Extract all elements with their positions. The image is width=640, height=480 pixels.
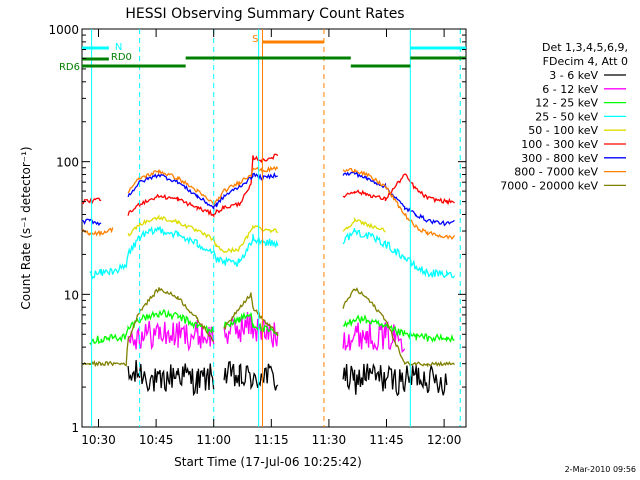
x-tick-label-6: 11:45 — [369, 433, 404, 447]
x-axis-label: Start Time (17-Jul-06 10:25:42) — [174, 455, 362, 469]
legend: Det 1,3,4,5,6,9, FDecim 4, Att 0 3 - 6 k… — [500, 41, 628, 192]
legend-header-1: Det 1,3,4,5,6,9, — [542, 41, 628, 54]
chart-title: HESSI Observing Summary Count Rates — [125, 6, 404, 22]
series-line-3 — [89, 309, 455, 346]
series-line-2 — [127, 311, 406, 353]
y-tick-label-3: 100 — [56, 156, 79, 170]
y-tick-label-2: 10 — [64, 288, 79, 302]
plot-frame — [81, 28, 467, 428]
x-tick-label-3: 11:00 — [196, 433, 231, 447]
x-tick-label-5: 11:30 — [312, 433, 347, 447]
marker-layer — [91, 29, 461, 427]
legend-label-4: 25 - 50 keV — [535, 110, 598, 123]
legend-label-7: 300 - 800 keV — [521, 152, 598, 165]
x-tick-label-1: 10:30 — [81, 433, 116, 447]
series-line-5 — [127, 214, 386, 254]
legend-label-9: 7000 - 20000 keV — [500, 179, 598, 192]
legend-header-2: FDecim 4, Att 0 — [543, 55, 628, 68]
legend-label-1: 3 - 6 keV — [549, 69, 598, 82]
series-line-9 — [81, 287, 455, 368]
x-tick-label-2: 10:45 — [139, 433, 174, 447]
y-tick-label-4: 1000 — [48, 23, 79, 37]
annotation-label-8: S — [252, 34, 258, 45]
annotation-label-1: N — [115, 42, 122, 53]
footer-date: 2-Mar-2010 09:56 — [565, 465, 636, 474]
y-tick-label-1: 1 — [71, 421, 79, 435]
series-line-1 — [127, 360, 448, 397]
series-line-4 — [89, 225, 456, 281]
series-line-7 — [81, 171, 455, 227]
x-tick-label-4: 11:15 — [254, 433, 289, 447]
tick-layer: 1 10 100 1000 10:30 10:45 11:00 11:15 11:30 11:45… — [48, 23, 466, 447]
legend-label-8: 800 - 7000 keV — [514, 166, 598, 179]
annotation-label-3: RD0 — [111, 52, 132, 63]
annotation-label-4: RD6 — [59, 62, 80, 73]
series-layer — [81, 153, 456, 397]
legend-label-2: 6 - 12 keV — [542, 83, 598, 96]
legend-label-5: 50 - 100 keV — [528, 124, 598, 137]
x-tick-label-7: 12:00 — [427, 433, 462, 447]
y-axis-label: Count Rate (s⁻¹ detector⁻¹) — [19, 146, 33, 309]
legend-label-6: 100 - 300 keV — [521, 138, 598, 151]
legend-label-3: 12 - 25 keV — [535, 97, 598, 110]
series-line-8 — [81, 165, 456, 240]
